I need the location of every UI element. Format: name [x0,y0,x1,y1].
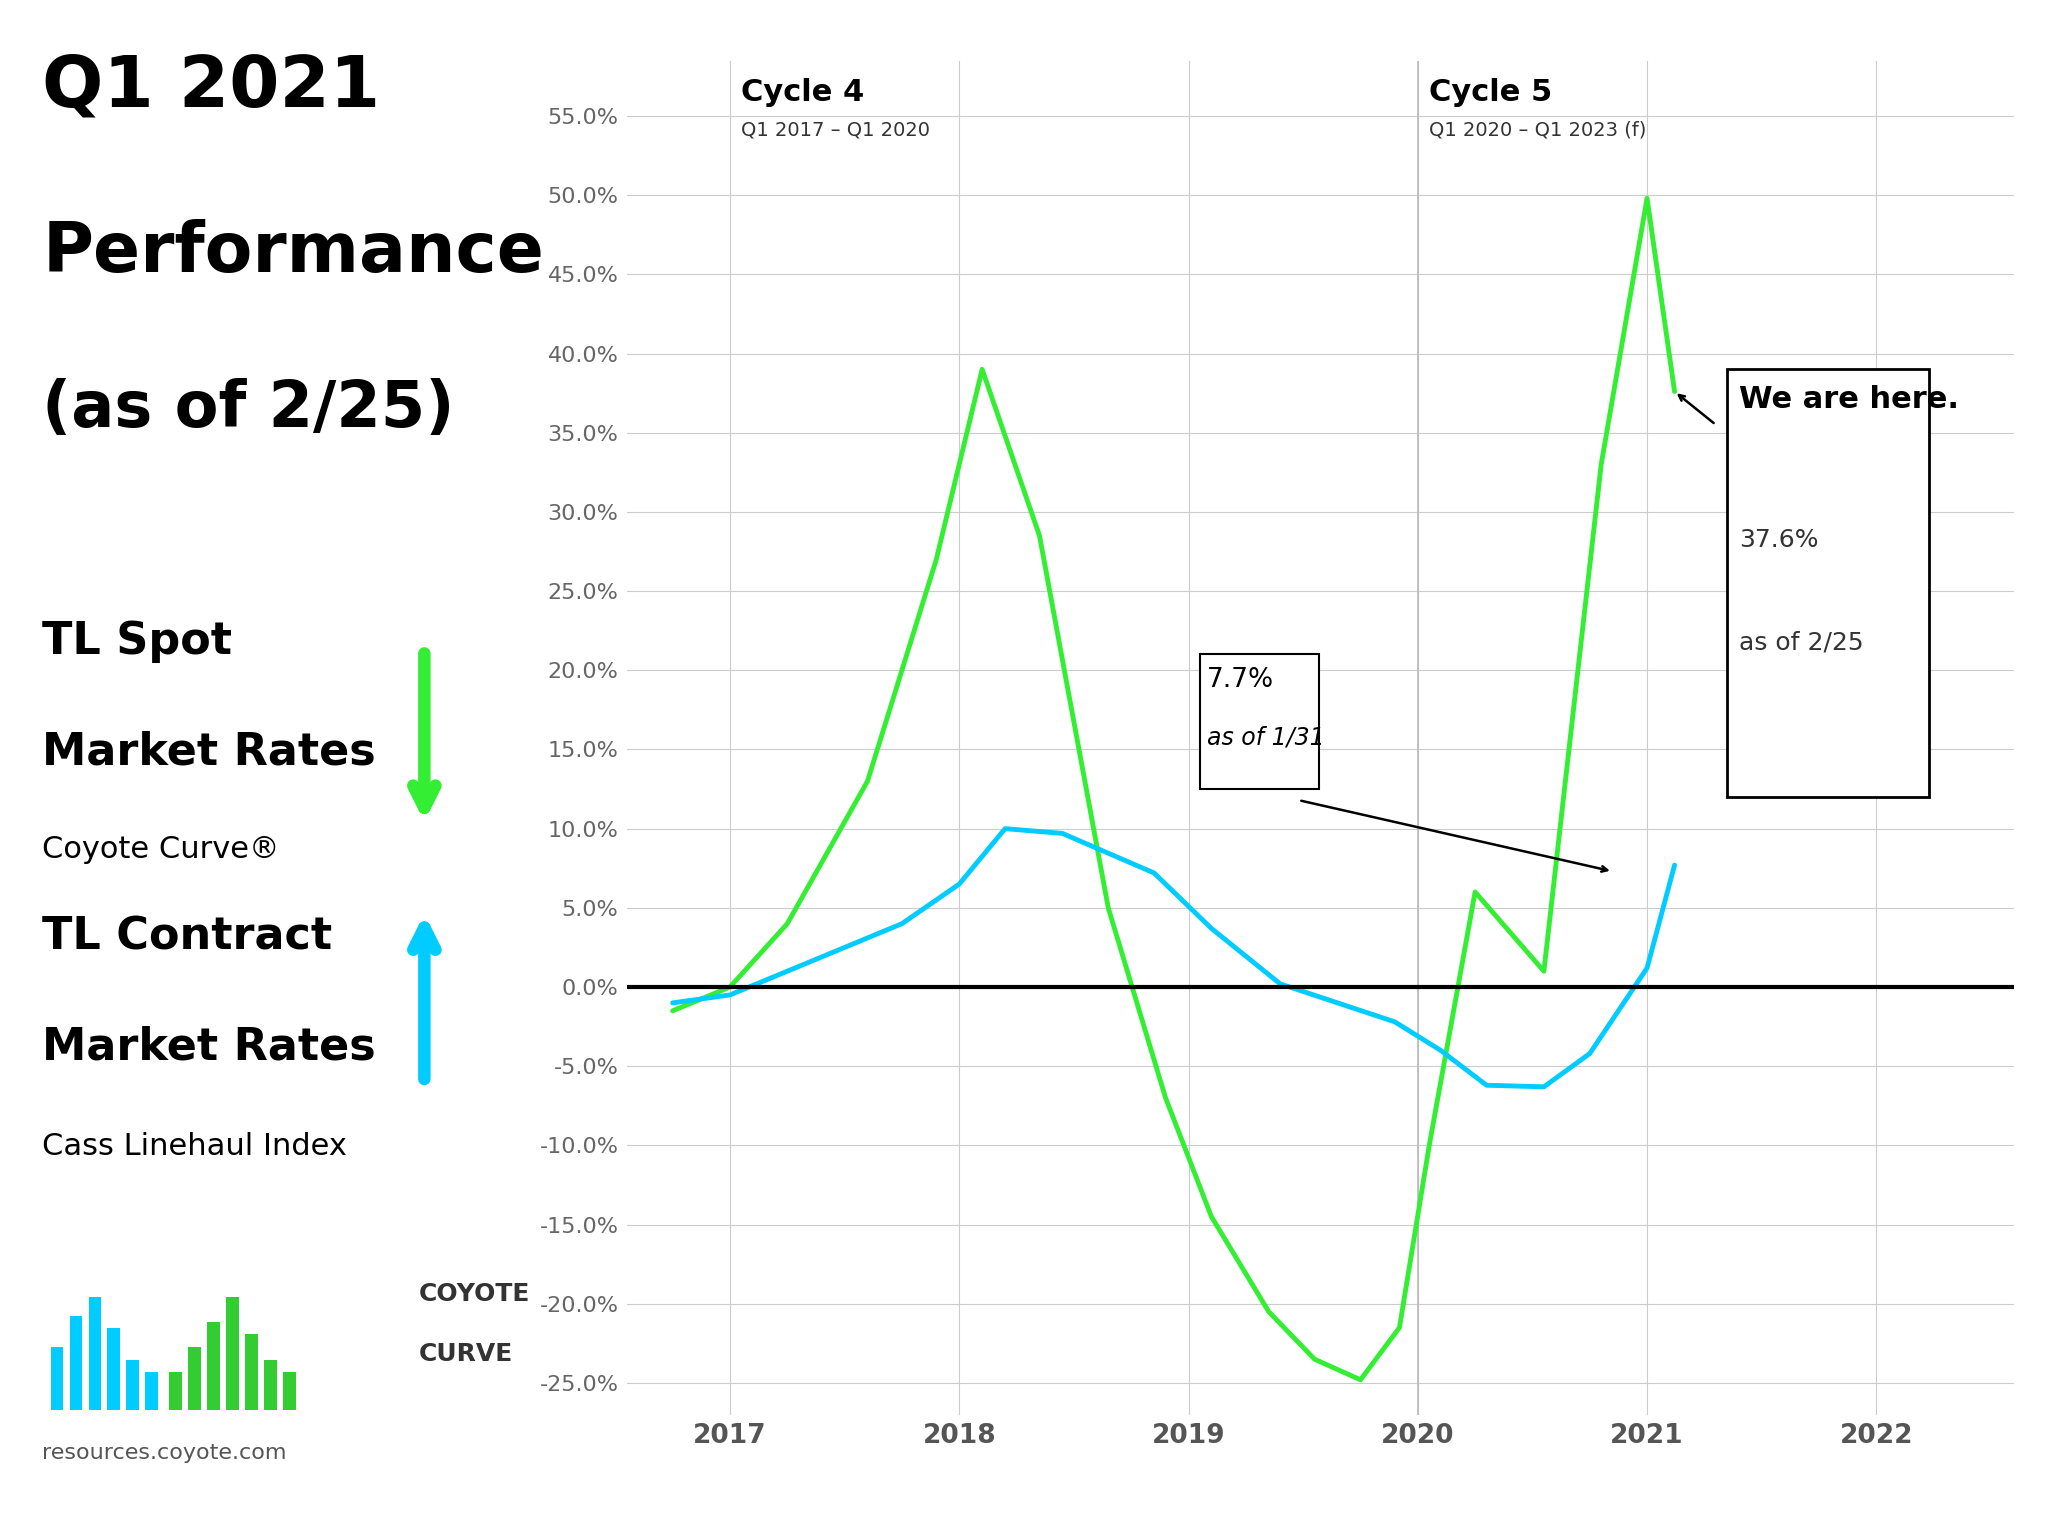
Text: TL Contract: TL Contract [43,915,333,958]
Text: Market Rates: Market Rates [43,1026,376,1068]
Bar [263,1360,277,1410]
Text: as of 2/25: as of 2/25 [1739,631,1864,655]
Bar [284,1372,296,1410]
Bar [169,1372,181,1410]
Bar [245,1334,257,1410]
Bar [127,1360,140,1410]
Text: resources.coyote.com: resources.coyote.com [43,1443,288,1463]
Text: CURVE: CURVE [419,1342,514,1366]
Text: Cass Linehaul Index: Cass Linehaul Index [43,1132,347,1160]
Text: Q1 2020 – Q1 2023 (f): Q1 2020 – Q1 2023 (f) [1428,121,1646,139]
Bar [189,1347,201,1410]
Bar [208,1322,220,1410]
FancyBboxPatch shape [1728,369,1930,797]
Text: TL Spot: TL Spot [43,620,232,663]
Text: Q1 2017 – Q1 2020: Q1 2017 – Q1 2020 [742,121,931,139]
Text: Performance: Performance [43,219,545,286]
Bar [70,1315,82,1410]
Text: Q1 2021: Q1 2021 [43,53,380,123]
Bar [107,1328,119,1410]
Bar [88,1297,101,1410]
Text: Cycle 5: Cycle 5 [1428,79,1552,107]
Text: COYOTE: COYOTE [419,1282,530,1306]
Text: (as of 2/25): (as of 2/25) [43,378,454,440]
Bar [51,1347,64,1410]
FancyBboxPatch shape [1200,655,1319,790]
Text: as of 1/31: as of 1/31 [1206,726,1325,750]
Bar [146,1372,158,1410]
Text: Cycle 4: Cycle 4 [742,79,865,107]
Text: We are here.: We are here. [1739,386,1958,415]
Text: 37.6%: 37.6% [1739,528,1819,552]
Text: Coyote Curve®: Coyote Curve® [43,835,279,864]
Text: Market Rates: Market Rates [43,731,376,773]
Text: 7.7%: 7.7% [1206,667,1274,693]
Bar [226,1297,238,1410]
